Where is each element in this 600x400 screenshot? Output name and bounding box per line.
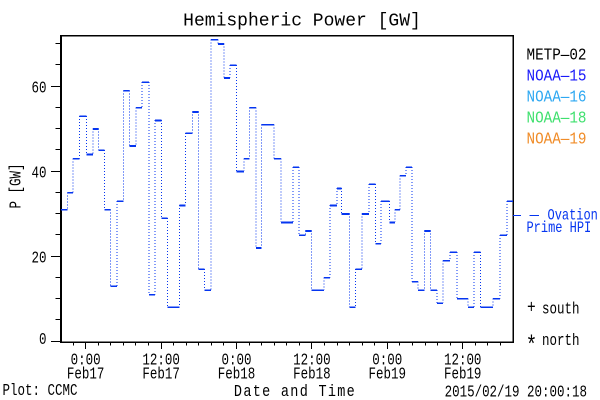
svg-text:Date and Time: Date and Time [234,382,356,400]
svg-text:20: 20 [32,250,47,268]
svg-text:40: 40 [32,165,47,183]
svg-text:12:00: 12:00 [142,352,179,370]
svg-text:*: * [526,332,537,360]
svg-text:NOAA—18: NOAA—18 [527,109,587,128]
svg-text:P [GW]: P [GW] [8,164,26,209]
svg-text:METP—02: METP—02 [527,46,587,65]
svg-text:south: south [542,301,579,319]
svg-text:Prime HPI: Prime HPI [527,220,592,238]
svg-text:0:00: 0:00 [71,352,101,370]
svg-text:Feb19: Feb19 [369,366,406,384]
svg-text:north: north [542,333,579,351]
svg-text:Feb19: Feb19 [444,366,481,384]
svg-text:12:00: 12:00 [444,352,481,370]
svg-text:12:00: 12:00 [293,352,330,370]
svg-text:Plot: CCMC: Plot: CCMC [3,383,78,400]
svg-text:Feb17: Feb17 [142,366,179,384]
svg-text:NOAA—15: NOAA—15 [527,67,587,86]
svg-text:NOAA—19: NOAA—19 [527,130,587,149]
svg-text:0:00: 0:00 [222,352,252,370]
svg-text:NOAA—16: NOAA—16 [527,88,587,107]
svg-text:Hemispheric Power [GW]: Hemispheric Power [GW] [183,12,421,32]
svg-text:Feb18: Feb18 [218,366,255,384]
svg-text:60: 60 [32,80,47,98]
svg-text:Feb17: Feb17 [67,366,104,384]
svg-text:0:00: 0:00 [372,352,402,370]
svg-text:+: + [527,298,536,319]
svg-text:Feb18: Feb18 [293,366,330,384]
svg-text:0: 0 [39,332,47,350]
svg-text:2015/02/19 20:00:18: 2015/02/19 20:00:18 [445,384,587,400]
svg-text:Ovation: Ovation [548,207,598,225]
